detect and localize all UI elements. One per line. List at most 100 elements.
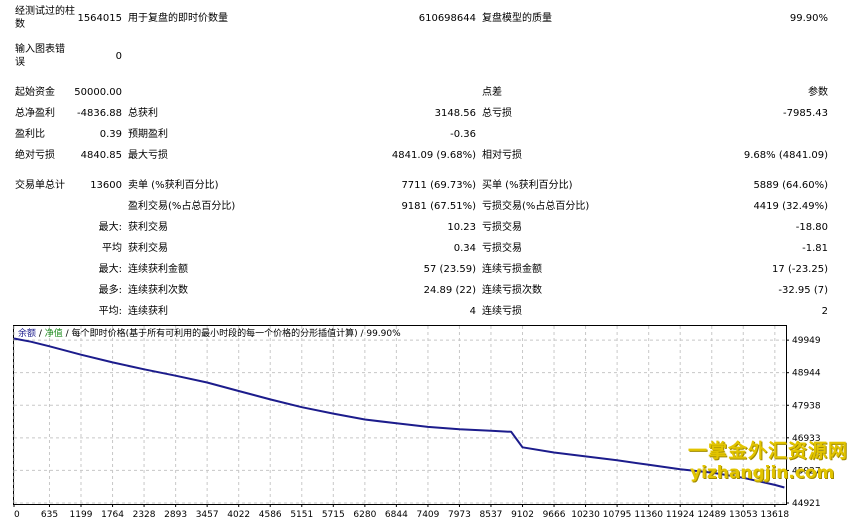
expected-payoff-value: -0.36 bbox=[450, 129, 476, 140]
short-positions-label: 卖单 (%获利百分比) bbox=[128, 180, 219, 191]
legend-separator: / bbox=[358, 329, 367, 339]
x-tick-label: 635 bbox=[41, 510, 58, 520]
bars-tested-value: 1564015 bbox=[77, 13, 122, 24]
ticks-modelled-value: 610698644 bbox=[418, 13, 476, 24]
balance-chart: 49949 48944 47938 46933 45927 44921 0 635 1199 1… bbox=[13, 325, 821, 520]
short-positions-value: 7711 (69.73%) bbox=[401, 180, 476, 191]
profit-factor-value: 0.39 bbox=[99, 129, 122, 140]
gross-loss-label: 总亏损 bbox=[482, 108, 512, 119]
average-prefix: 平均 bbox=[102, 243, 122, 254]
relative-drawdown-value: 9.68% (4841.09) bbox=[743, 150, 828, 161]
mismatch-errors-label: 输入图表错误 bbox=[15, 44, 65, 68]
chart-grid bbox=[13, 326, 785, 504]
initial-deposit-value: 50000.00 bbox=[74, 87, 122, 98]
total-net-profit-label: 总净盈利 bbox=[15, 108, 55, 119]
modelling-quality-label: 复盘模型的质量 bbox=[482, 13, 552, 24]
expected-payoff-label: 预期盈利 bbox=[128, 129, 168, 140]
x-tick-label: 10230 bbox=[571, 510, 600, 520]
x-tick-label: 13053 bbox=[729, 510, 758, 520]
x-tick-label: 5151 bbox=[290, 510, 313, 520]
watermark-url: yizhangjin.com bbox=[690, 463, 835, 483]
absolute-drawdown-value: 4840.85 bbox=[80, 150, 122, 161]
absolute-drawdown-label: 绝对亏损 bbox=[15, 150, 55, 161]
max-consecutive-wins-label: 连续获利金额 bbox=[128, 264, 188, 275]
legend-balance: 余额 bbox=[18, 327, 36, 339]
legend-equity: 净值 bbox=[45, 327, 63, 339]
x-axis-ticks: 0 635 1199 1764 2328 2893 3457 4022 4586 5151 5715… bbox=[13, 504, 790, 520]
maximum-prefix: 最大: bbox=[98, 264, 122, 275]
spread-label: 点差 bbox=[482, 87, 502, 98]
average-consecutive-prefix: 平均: bbox=[98, 306, 122, 317]
largest-loss-trade-label: 亏损交易 bbox=[482, 222, 522, 233]
gross-profit-value: 3148.56 bbox=[434, 108, 476, 119]
total-trades-label: 交易单总计 bbox=[15, 180, 65, 191]
average-loss-trade-label: 亏损交易 bbox=[482, 243, 522, 254]
average-consecutive-wins-value: 4 bbox=[469, 306, 476, 317]
x-tick-label: 9102 bbox=[511, 510, 534, 520]
long-positions-value: 5889 (64.60%) bbox=[753, 180, 828, 191]
y-tick-label: 44921 bbox=[792, 499, 821, 509]
loss-trades-value: 4419 (32.49%) bbox=[753, 201, 828, 212]
average-consecutive-losses-label: 连续亏损 bbox=[482, 306, 522, 317]
max-consecutive-losses-value: 17 (-23.25) bbox=[772, 264, 828, 275]
maximal-consecutive-profit-label: 连续获利次数 bbox=[128, 285, 188, 296]
profit-trades-label: 盈利交易(%占总百分比) bbox=[128, 201, 236, 212]
legend-separator: / bbox=[36, 329, 45, 339]
x-tick-label: 8537 bbox=[480, 510, 503, 520]
relative-drawdown-label: 相对亏损 bbox=[482, 150, 522, 161]
x-tick-label: 0 bbox=[14, 510, 20, 520]
x-tick-label: 1199 bbox=[70, 510, 93, 520]
loss-trades-label: 亏损交易(%占总百分比) bbox=[482, 201, 590, 212]
average-consecutive-losses-value: 2 bbox=[821, 306, 828, 317]
largest-prefix: 最大: bbox=[98, 222, 122, 233]
y-tick-label: 48944 bbox=[792, 369, 821, 379]
largest-profit-trade-value: 10.23 bbox=[447, 222, 476, 233]
legend-quality: 99.90% bbox=[366, 329, 401, 339]
chart-legend: 余额 / 净值 / 每个即时价格(基于所有可利用的最小时段的每一个价格的分形插值… bbox=[18, 327, 401, 339]
max-consecutive-wins-value: 57 (23.59) bbox=[423, 264, 476, 275]
maximal-drawdown-value: 4841.09 (9.68%) bbox=[391, 150, 476, 161]
x-tick-label: 2893 bbox=[164, 510, 187, 520]
bars-tested-label: 经测试过的柱数 bbox=[15, 6, 75, 30]
x-tick-label: 11924 bbox=[666, 510, 695, 520]
maximal-drawdown-label: 最大亏损 bbox=[128, 150, 168, 161]
maximal-consecutive-loss-value: -32.95 (7) bbox=[778, 285, 828, 296]
max-consecutive-losses-label: 连续亏损金额 bbox=[482, 264, 542, 275]
x-tick-label: 3457 bbox=[196, 510, 219, 520]
profit-factor-label: 盈利比 bbox=[15, 129, 45, 140]
y-tick-label: 49949 bbox=[792, 336, 821, 346]
legend-separator: / bbox=[63, 329, 72, 339]
maximal-consecutive-profit-value: 24.89 (22) bbox=[423, 285, 476, 296]
x-tick-label: 1764 bbox=[101, 510, 124, 520]
average-consecutive-wins-label: 连续获利 bbox=[128, 306, 168, 317]
total-net-profit-value: -4836.88 bbox=[77, 108, 122, 119]
x-tick-label: 5715 bbox=[322, 510, 345, 520]
chart-series bbox=[13, 337, 785, 489]
ticks-modelled-label: 用于复盘的即时价数量 bbox=[128, 13, 228, 24]
average-profit-trade-label: 获利交易 bbox=[128, 243, 168, 254]
average-loss-trade-value: -1.81 bbox=[802, 243, 828, 254]
mismatch-errors-value: 0 bbox=[115, 51, 122, 62]
x-tick-label: 11360 bbox=[634, 510, 663, 520]
spread-value: 参数 bbox=[808, 87, 828, 98]
x-tick-label: 12489 bbox=[697, 510, 726, 520]
x-tick-label: 2328 bbox=[133, 510, 156, 520]
long-positions-label: 买单 (%获利百分比) bbox=[482, 180, 573, 191]
y-axis-ticks: 49949 48944 47938 46933 45927 44921 bbox=[786, 336, 821, 509]
balance-line bbox=[13, 337, 785, 489]
x-tick-label: 10795 bbox=[603, 510, 632, 520]
modelling-quality-value: 99.90% bbox=[789, 13, 828, 24]
gross-loss-value: -7985.43 bbox=[783, 108, 828, 119]
y-tick-label: 46933 bbox=[792, 434, 821, 444]
x-tick-label: 7409 bbox=[416, 510, 439, 520]
maximal-prefix: 最多: bbox=[98, 285, 122, 296]
legend-model-info: 每个即时价格(基于所有可利用的最小时段的每一个价格的分形插值计算) bbox=[72, 327, 358, 339]
x-tick-label: 4586 bbox=[259, 510, 282, 520]
plot-area bbox=[13, 325, 787, 505]
largest-loss-trade-value: -18.80 bbox=[795, 222, 828, 233]
x-tick-label: 13618 bbox=[761, 510, 790, 520]
y-tick-label: 45927 bbox=[792, 466, 821, 476]
x-tick-label: 9666 bbox=[543, 510, 566, 520]
x-tick-label: 6844 bbox=[385, 510, 408, 520]
x-tick-label: 7973 bbox=[448, 510, 471, 520]
